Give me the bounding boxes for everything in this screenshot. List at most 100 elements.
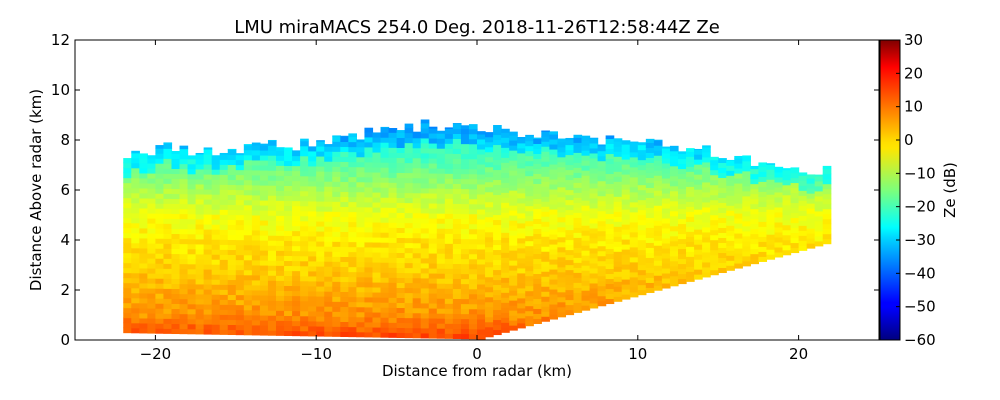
heatmap-cell [340, 161, 349, 168]
heatmap-cell [308, 235, 317, 242]
heatmap-cell [509, 250, 518, 256]
heatmap-cell [324, 211, 333, 217]
heatmap-cell [388, 297, 398, 303]
heatmap-cell [259, 159, 269, 166]
heatmap-cell [444, 198, 454, 204]
heatmap-cell [147, 218, 156, 224]
heatmap-cell [790, 222, 800, 229]
heatmap-cell [388, 282, 398, 288]
heatmap-cell [742, 260, 751, 267]
heatmap-cell [750, 248, 759, 255]
heatmap-cell [501, 287, 510, 293]
heatmap-cell [348, 161, 357, 168]
colorbar-tick-label: −20 [904, 198, 936, 216]
heatmap-cell [412, 142, 422, 149]
heatmap-cell [308, 195, 317, 202]
heatmap-cell [428, 132, 438, 139]
heatmap-cell [444, 283, 454, 289]
heatmap-cell [573, 307, 583, 313]
heatmap-cell [276, 230, 285, 236]
heatmap-cell [661, 162, 671, 169]
heatmap-cell [364, 241, 374, 248]
heatmap-cell [501, 177, 510, 183]
heatmap-cell [332, 146, 341, 152]
heatmap-cell [284, 230, 293, 237]
heatmap-cell [251, 234, 261, 241]
heatmap-cell [203, 248, 213, 255]
heatmap-cell [597, 165, 607, 172]
heatmap-cell [179, 258, 189, 265]
heatmap-cell [798, 245, 808, 251]
heatmap-cell [509, 275, 518, 281]
heatmap-cell [219, 309, 229, 315]
heatmap-cell [726, 190, 735, 196]
heatmap-cell [460, 178, 470, 185]
heatmap-cell [308, 290, 317, 297]
heatmap-cell [219, 284, 229, 290]
heatmap-cell [203, 298, 213, 305]
heatmap-cell [155, 253, 165, 259]
heatmap-cell [364, 181, 374, 188]
heatmap-cell [163, 233, 173, 239]
heatmap-cell [549, 188, 558, 195]
heatmap-cell [396, 277, 406, 283]
heatmap-cell [742, 155, 751, 162]
heatmap-cell [428, 192, 438, 199]
heatmap-cell [452, 333, 462, 339]
heatmap-cell [710, 189, 719, 196]
heatmap-cell [533, 218, 542, 224]
heatmap-cell [227, 214, 237, 221]
heatmap-cell [790, 197, 800, 204]
heatmap-cell [750, 228, 759, 235]
heatmap-cell [276, 295, 285, 301]
heatmap-cell [324, 231, 333, 237]
heatmap-cell [195, 193, 205, 200]
heatmap-cell [541, 156, 550, 162]
heatmap-cell [678, 248, 687, 255]
heatmap-cell [460, 323, 470, 330]
heatmap-cell [710, 254, 719, 261]
heatmap-cell [340, 321, 349, 328]
heatmap-cell [259, 279, 269, 286]
heatmap-cell [589, 257, 599, 264]
heatmap-cell [139, 197, 148, 204]
heatmap-cell [718, 257, 727, 264]
heatmap-cell [139, 322, 148, 329]
heatmap-cell [629, 236, 639, 243]
heatmap-cell [171, 168, 181, 175]
heatmap-cell [284, 175, 293, 182]
heatmap-cell [525, 140, 534, 147]
heatmap-cell [187, 155, 197, 160]
heatmap-cell [372, 301, 382, 308]
heatmap-cell [211, 189, 221, 195]
heatmap-cell [348, 236, 357, 243]
heatmap-cell [163, 308, 173, 314]
heatmap-cell [581, 170, 591, 176]
heatmap-cell [509, 270, 518, 276]
heatmap-cell [420, 207, 430, 214]
heatmap-cell [477, 313, 486, 320]
heatmap-cell [790, 202, 800, 209]
heatmap-cell [179, 318, 189, 325]
heatmap-cell [501, 297, 510, 303]
heatmap-cell [460, 233, 470, 240]
heatmap-cell [187, 183, 197, 190]
heatmap-cell [404, 172, 414, 179]
heatmap-cell [404, 217, 414, 224]
heatmap-cell [742, 205, 751, 212]
heatmap-cell [669, 160, 679, 167]
heatmap-cell [541, 206, 550, 212]
heatmap-cell [211, 199, 221, 205]
heatmap-cell [211, 229, 221, 235]
heatmap-cell [195, 263, 205, 270]
heatmap-cell [541, 176, 550, 182]
heatmap-cell [637, 264, 647, 271]
heatmap-cell [661, 277, 671, 284]
heatmap-cell [131, 307, 140, 314]
heatmap-cell [139, 317, 148, 324]
heatmap-cell [597, 285, 607, 292]
heatmap-cell [308, 155, 317, 162]
heatmap-cell [171, 238, 181, 245]
heatmap-cell [645, 237, 655, 243]
